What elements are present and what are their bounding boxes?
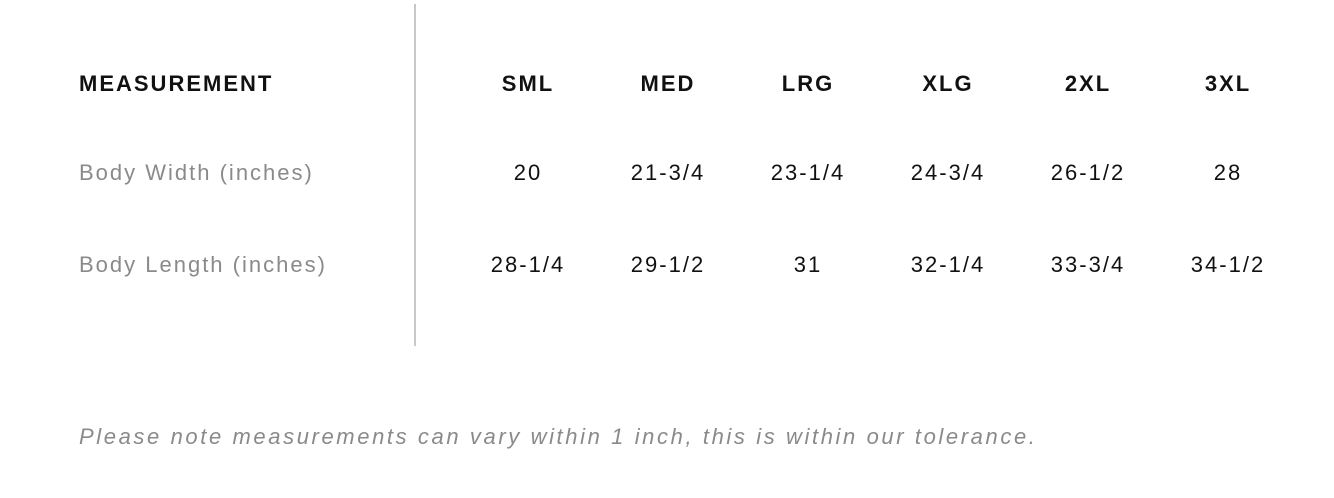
cell-value: 28-1/4 [490, 252, 566, 277]
cell-value: 31 [793, 252, 823, 277]
cell-value: 24-3/4 [910, 160, 986, 185]
cell-value: 21-3/4 [630, 160, 706, 185]
cell-value: 23-1/4 [770, 160, 846, 185]
column-header: XLG [922, 71, 974, 96]
cell-value: 20 [513, 160, 543, 185]
cell-value: 33-3/4 [1050, 252, 1126, 277]
column-header: 2XL [1064, 71, 1112, 96]
column-header: MED [640, 71, 696, 96]
cell-value: 28 [1213, 160, 1243, 185]
row-label: Body Width (inches) [79, 160, 314, 185]
row-label: Body Length (inches) [79, 252, 327, 277]
cell-value: 32-1/4 [910, 252, 986, 277]
cell-value: 34-1/2 [1190, 252, 1266, 277]
note: Please note measurements can vary within… [79, 424, 1038, 449]
column-header: LRG [781, 71, 835, 96]
cell-value: 29-1/2 [630, 252, 706, 277]
column-header: SML [501, 71, 555, 96]
divider [414, 4, 416, 346]
column-header: MEASUREMENT [79, 71, 274, 96]
column-header: 3XL [1204, 71, 1252, 96]
cell-value: 26-1/2 [1050, 160, 1126, 185]
